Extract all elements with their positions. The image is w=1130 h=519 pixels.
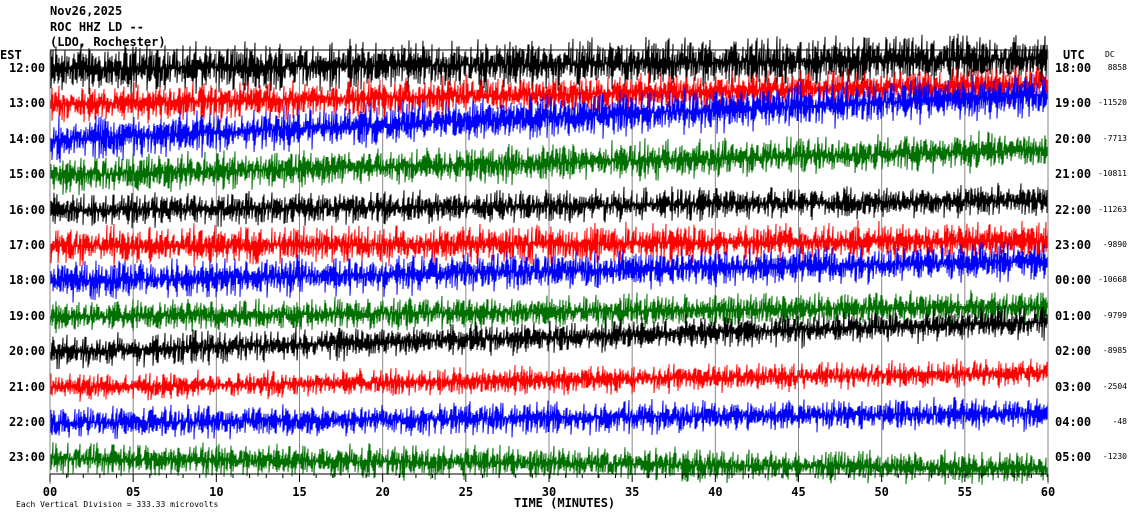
trace-1600: [49, 182, 1049, 229]
trace-1800: [49, 242, 1049, 303]
x-tick-label: 05: [126, 485, 140, 499]
utc-label: 22:00: [1055, 202, 1092, 217]
x-tick-label: 55: [958, 485, 972, 499]
est-label: 15:00: [9, 167, 46, 182]
dc-title: DC: [1105, 50, 1115, 59]
trace-1500: [49, 130, 1049, 196]
utc-label: 04:00: [1055, 415, 1092, 429]
est-label: 17:00: [9, 238, 46, 252]
location-label: (LDO, Rochester): [50, 35, 166, 49]
est-label: 23:00: [9, 450, 46, 465]
est-label: 12:00: [9, 61, 46, 75]
est-label: 19:00: [9, 308, 46, 323]
x-tick-label: 50: [874, 485, 888, 499]
x-tick-label: 45: [791, 485, 805, 499]
utc-label: 19:00: [1055, 96, 1092, 111]
est-label: 18:00: [9, 273, 46, 288]
dc-value: -1230: [1102, 452, 1127, 462]
dc-value: -7713: [1102, 133, 1127, 143]
utc-label: 21:00: [1055, 167, 1092, 182]
utc-label: 18:00: [1055, 61, 1092, 75]
x-tick-label: 60: [1041, 485, 1055, 499]
utc-label: 20:00: [1055, 131, 1092, 146]
utc-axis-title: UTC: [1063, 48, 1085, 62]
trace-1300: [49, 65, 1049, 124]
est-label: 13:00: [9, 96, 46, 111]
date-label: Nov26,2025: [50, 4, 123, 18]
x-tick-label: 15: [292, 485, 306, 499]
est-label: 20:00: [9, 344, 46, 359]
utc-label: 02:00: [1055, 344, 1092, 359]
station-label: ROC HHZ LD --: [50, 20, 144, 34]
dc-value: 8858: [1107, 63, 1127, 72]
trace-1900: [49, 290, 1049, 334]
trace-1700: [49, 220, 1049, 268]
dc-value: -11520: [1098, 98, 1127, 108]
dc-value: -48: [1112, 417, 1127, 426]
x-tick-label: 10: [209, 485, 223, 499]
dc-value: -9890: [1102, 240, 1127, 249]
est-axis-title: EST: [0, 48, 22, 62]
x-tick-label: 25: [459, 485, 473, 499]
trace-1200: [49, 33, 1049, 95]
trace-2200: [49, 396, 1049, 440]
utc-label: 00:00: [1055, 273, 1092, 288]
utc-label: 05:00: [1055, 450, 1092, 465]
dc-value: -8985: [1102, 346, 1127, 356]
est-label: 21:00: [9, 379, 46, 394]
dc-value: -10811: [1098, 169, 1127, 179]
est-label: 14:00: [9, 131, 46, 146]
trace-1400: [49, 73, 1049, 163]
x-tick-label: 30: [542, 485, 556, 499]
dc-value: -10668: [1098, 275, 1127, 285]
dc-value: -9799: [1102, 310, 1127, 320]
x-tick-label: 00: [43, 485, 57, 499]
est-label: 16:00: [9, 202, 46, 217]
trace-2100: [49, 358, 1049, 402]
est-label: 22:00: [9, 415, 46, 429]
x-tick-label: 20: [375, 485, 389, 499]
dc-value: -11263: [1098, 204, 1127, 214]
utc-label: 23:00: [1055, 238, 1092, 252]
scale-note: Each Vertical Division = 333.33 microvol…: [16, 500, 219, 509]
x-axis-label: TIME (MINUTES): [514, 496, 616, 510]
utc-label: 01:00: [1055, 308, 1092, 323]
trace-2000: [49, 305, 1049, 370]
x-tick-label: 40: [708, 485, 722, 499]
utc-label: 03:00: [1055, 379, 1092, 394]
trace-2300: [49, 442, 1049, 485]
x-tick-label: 35: [625, 485, 639, 499]
dc-value: -2504: [1102, 381, 1127, 391]
